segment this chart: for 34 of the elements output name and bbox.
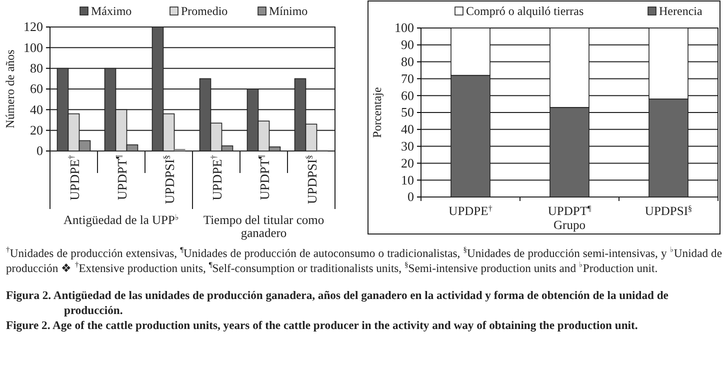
y-tick-label: 60	[30, 81, 43, 96]
text: $^{†}$Unidades de producción extensivas, $^{¶}$Unidades de producción de autoconsumo o tradicionalistas, $^{§}$Unidades de producción semi-intensivas, y $^{♭}$Unidad de producción ❖ $^{†}$Extensive production units, $^{¶}$Self-consumption or traditionalists units, $^{§}$Semi-intensive production units and $^{♭}$Production unit.	[6, 245, 722, 275]
x-tick-label: UPDPSI$^{§}$	[644, 204, 692, 218]
legend-label: Herencia	[659, 4, 703, 18]
y-tick-label: 120	[24, 19, 43, 34]
y-tick-label: 40	[401, 122, 414, 137]
text: Figura 2. Antigüedad de las unidades de producción ganadera, años del ganadero en la actividad y forma de obtención de la unidad de producción.	[6, 288, 670, 318]
text: Tiempo del titular como ganadero	[203, 213, 324, 240]
x-tick-label: UPDPT$^{¶}$	[548, 204, 592, 218]
y-tick-label: 10	[401, 172, 414, 188]
y-tick-label: 80	[30, 60, 43, 76]
x-tick-label: UPDPE$^{†}$	[448, 204, 492, 218]
y-tick-label: 50	[401, 104, 414, 120]
y-tick-label: 90	[401, 37, 414, 52]
y-tick-label: 30	[401, 138, 414, 154]
legend-label: Promedio	[181, 4, 228, 18]
x-axis-title: Grupo	[554, 218, 586, 232]
y-axis-title: Porcentaje	[370, 87, 384, 138]
text: Antigüedad de la UPP$^{♭}$	[64, 212, 179, 227]
y-axis-title: Número de años	[3, 49, 17, 128]
y-tick-label: 0	[408, 189, 414, 204]
legend-label: Mínimo	[269, 4, 308, 18]
y-tick-label: 100	[394, 20, 414, 36]
y-tick-label: 40	[30, 102, 43, 117]
legend-label: Máximo	[91, 4, 132, 18]
caption: Figure 2. Age of the cattle production units, years of the cattle producer in the activity and way of obtaining the production unit.	[6, 318, 639, 333]
y-tick-label: 100	[24, 40, 43, 55]
legend-label: Compró o alquiló tierras	[466, 4, 584, 18]
y-tick-label: 20	[401, 155, 414, 170]
y-tick-label: 70	[401, 70, 414, 86]
y-tick-label: 0	[36, 143, 43, 158]
y-tick-label: 60	[401, 88, 414, 103]
y-tick-label: 80	[401, 54, 414, 69]
y-tick-label: 20	[30, 122, 43, 138]
